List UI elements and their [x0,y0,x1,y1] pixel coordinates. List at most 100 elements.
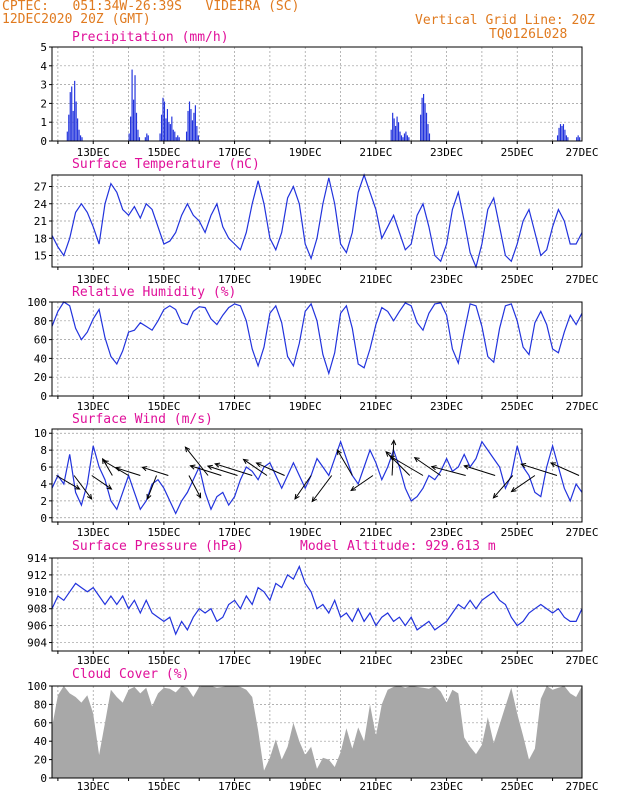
x-tick-label: 17DEC [218,526,251,539]
x-tick-label: 15DEC [147,146,180,159]
x-tick-label: 27DEC [565,400,598,413]
precip-bar [162,97,164,141]
x-tick-label: 25DEC [501,654,534,667]
panel-title: Surface Pressure (hPa) [72,539,244,554]
precip-bar [425,112,428,141]
wind-arrow-head [413,456,420,463]
wind-arrow-shaft [243,459,268,476]
series-line [51,173,583,269]
precip-bar [160,114,163,141]
precip-bar [427,124,429,141]
series-line [51,439,583,515]
x-tick-label: 19DEC [289,526,322,539]
wind-arrow-shaft [56,475,80,490]
wind-arrow-head [385,450,391,457]
precip-bar [165,118,167,141]
wind-arrow-head [430,465,437,471]
x-tick-label: 23DEC [430,654,463,667]
precip-bar [406,135,408,141]
wind-arrow-head [294,493,300,500]
panel-title: Relative Humidity (%) [72,285,236,300]
y-tick-label: 20 [34,371,47,384]
series-line [51,301,583,376]
wind-arrow-shaft [385,451,411,476]
wind-arrow-head [520,463,527,468]
y-tick-label: 914 [27,552,47,565]
y-tick-label: 5 [40,41,47,54]
wind-arrow-shaft [431,466,466,476]
precip-bar [187,110,189,141]
x-tick-label: 19DEC [289,654,322,667]
x-tick-label: 23DEC [430,146,463,159]
wind-arrow-head [336,449,342,456]
panel-subtitle: Model Altitude: 929.613 m [300,539,496,554]
panel-frame [51,557,583,652]
precip-bar [188,101,191,141]
wind-arrow-head [463,464,470,470]
x-tick-label: 17DEC [218,146,251,159]
wind-arrow-head [242,458,249,465]
x-tick-label: 17DEC [218,654,251,667]
x-tick-label: 15DEC [147,526,180,539]
panel-frame [51,428,583,523]
precip-bar [68,114,70,141]
header-model-code: TQ0126L028 [489,27,568,42]
precip-bar [134,75,136,141]
wind-arrow-shaft [311,475,333,502]
x-tick-label: 23DEC [430,526,463,539]
y-tick-label: 904 [27,637,47,650]
wind-arrow-shaft [215,463,253,476]
x-tick-label: 25DEC [501,780,534,793]
precip-bar [175,137,177,141]
wind-arrow-shaft [550,462,580,476]
y-tick-label: 40 [34,735,47,748]
precip-bar [397,122,400,141]
y-tick-label: 100 [27,296,47,309]
x-tick-label: 27DEC [565,780,598,793]
wind-arrow-head [189,464,196,470]
header-location-line: CPTEC: 051:34W-26:39S VIDEIRA (SC) [2,0,300,14]
panel-title: Surface Wind (m/s) [72,412,213,427]
x-tick-label: 15DEC [147,400,180,413]
y-tick-label: 6 [40,461,47,474]
x-tick-label: 27DEC [565,146,598,159]
wind-arrow-shaft [188,475,202,498]
x-tick-label: 19DEC [289,780,322,793]
x-tick-label: 23DEC [430,273,463,286]
precip-bar [191,120,194,141]
precip-bar [163,101,166,141]
wind-arrow-shaft [414,457,441,476]
x-tick-label: 15DEC [147,654,180,667]
x-tick-label: 21DEC [359,654,392,667]
wind-arrow-shaft [256,462,285,476]
x-tick-label: 27DEC [565,526,598,539]
precip-bar [556,135,559,141]
wind-arrow-shaft [146,475,157,500]
precip-bar [77,118,79,141]
y-tick-label: 15 [34,250,47,263]
y-tick-label: 60 [34,334,47,347]
wind-arrow-head [549,462,557,468]
wind-arrow-head [350,485,357,492]
x-tick-label: 27DEC [565,654,598,667]
precip-bar [405,131,407,141]
wind-arrow-shaft [464,465,496,476]
y-tick-label: 906 [27,620,47,633]
wind-arrow-head [390,439,397,446]
x-tick-label: 21DEC [359,146,392,159]
precip-bar [174,131,176,141]
y-tick-label: 18 [34,232,47,245]
panel-frame [51,685,583,779]
precip-bar [393,118,395,141]
y-tick-label: 60 [34,717,47,730]
precip-bar [79,135,82,141]
panel-title: Cloud Cover (%) [72,667,189,682]
wind-arrow-head [206,464,213,470]
precip-bar [194,105,196,141]
wind-arrow-shaft [350,475,374,491]
wind-arrow-head [141,466,148,472]
precip-bar [559,124,562,141]
x-tick-label: 25DEC [501,400,534,413]
precip-bar [128,133,130,141]
precip-bar [424,103,426,141]
